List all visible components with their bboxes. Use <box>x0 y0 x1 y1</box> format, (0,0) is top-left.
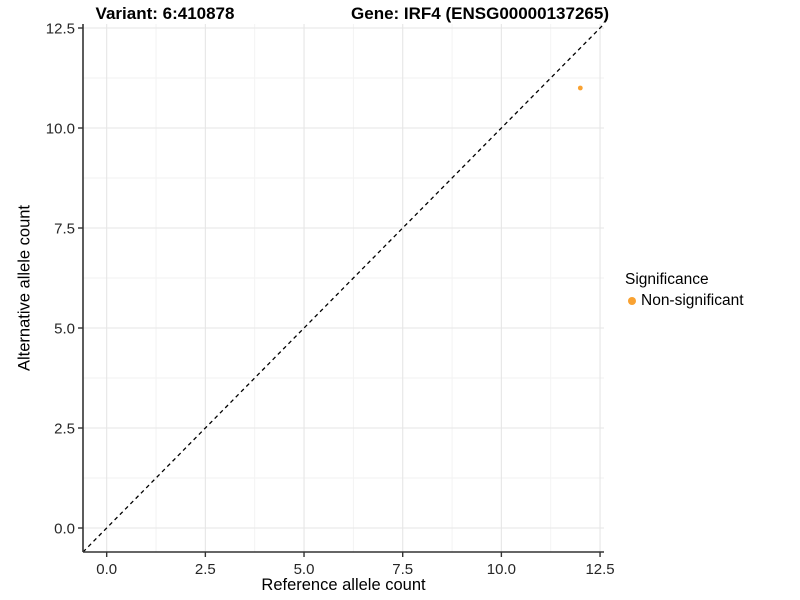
x-tick-label: 0.0 <box>96 561 117 578</box>
identity-line <box>82 23 605 553</box>
legend-point-icon <box>628 297 636 305</box>
x-tick-label: 2.5 <box>195 561 216 578</box>
y-tick-label: 7.5 <box>54 220 75 237</box>
y-tick-label: 12.5 <box>46 20 75 37</box>
legend-item: Non-significant <box>625 292 744 310</box>
x-tick-label: 10.0 <box>487 561 516 578</box>
x-tick-label: 7.5 <box>392 561 413 578</box>
y-tick-label: 0.0 <box>54 520 75 537</box>
plot-title-gene: Gene: IRF4 (ENSG00000137265) <box>351 4 609 23</box>
x-tick-label: 5.0 <box>294 561 315 578</box>
y-axis-title: Alternative allele count <box>15 204 34 372</box>
y-tick-label: 5.0 <box>54 320 75 337</box>
x-tick-label: 12.5 <box>585 561 614 578</box>
y-tick-label: 10.0 <box>46 120 75 137</box>
x-axis-title: Reference allele count <box>261 576 426 594</box>
legend: Significance Non-significant <box>625 271 744 310</box>
legend-item-label: Non-significant <box>641 292 744 309</box>
data-point <box>577 85 583 91</box>
y-tick-label: 2.5 <box>54 420 75 437</box>
legend-title: Significance <box>625 271 709 288</box>
plot-title-variant: Variant: 6:410878 <box>95 4 235 23</box>
